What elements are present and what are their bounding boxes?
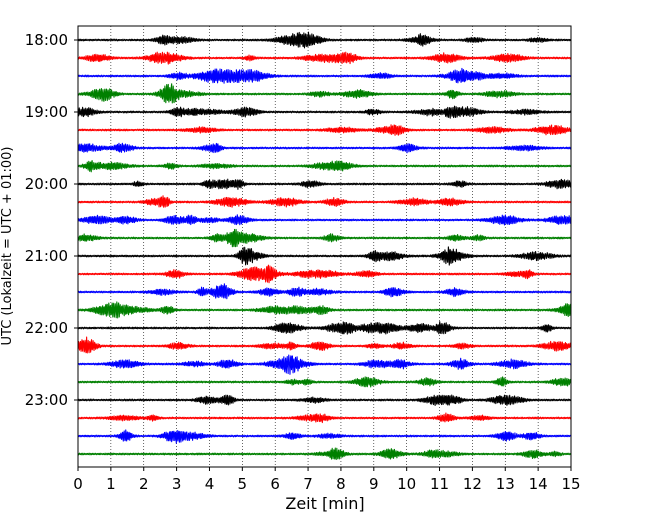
x-tick-label: 6 — [270, 475, 280, 493]
x-tick-label: 11 — [430, 475, 449, 493]
trace-1815 — [77, 51, 572, 65]
trace-2345 — [77, 447, 572, 460]
trace-2330 — [77, 429, 572, 444]
trace-1900 — [77, 105, 572, 119]
y-tick-label: 22:00 — [25, 319, 68, 337]
x-tick-label: 9 — [369, 475, 379, 493]
x-tick-label: 15 — [561, 475, 580, 493]
x-tick-label: 3 — [172, 475, 182, 493]
y-tick-label: 20:00 — [25, 175, 68, 193]
trace-2245 — [77, 376, 572, 388]
x-tick-label: 0 — [73, 475, 83, 493]
x-axis: 0 1 2 3 4 5 6 7 8 9 10 11 12 13 14 15 — [73, 467, 581, 493]
trace-2315 — [77, 412, 572, 424]
y-tick-label: 23:00 — [25, 391, 68, 409]
trace-2130 — [77, 283, 572, 300]
trace-1845 — [77, 83, 572, 104]
y-tick-label: 19:00 — [25, 103, 68, 121]
plot-frame — [77, 25, 572, 468]
trace-2215 — [77, 336, 572, 354]
x-tick-label: 2 — [139, 475, 149, 493]
trace-2000 — [77, 178, 572, 190]
trace-1945 — [77, 160, 572, 173]
y-tick-label: 21:00 — [25, 247, 68, 265]
trace-1915 — [77, 124, 572, 136]
x-tick-label: 8 — [336, 475, 346, 493]
x-tick-label: 13 — [496, 475, 515, 493]
x-tick-label: 5 — [238, 475, 248, 493]
x-tick-label: 4 — [205, 475, 215, 493]
y-tick-label: 18:00 — [25, 31, 68, 49]
x-tick-label: 10 — [397, 475, 416, 493]
trace-2200 — [77, 321, 572, 335]
trace-2030 — [77, 214, 572, 226]
trace-1830 — [77, 67, 572, 84]
x-tick-label: 1 — [106, 475, 116, 493]
trace-1800 — [77, 31, 572, 49]
trace-2015 — [77, 195, 572, 208]
trace-2230 — [77, 354, 572, 375]
trace-2145 — [77, 301, 572, 319]
trace-2115 — [77, 264, 572, 284]
trace-2300 — [77, 394, 572, 407]
trace-2100 — [77, 246, 572, 266]
seismogram-traces — [77, 31, 572, 460]
x-tick-label: 12 — [463, 475, 482, 493]
x-tick-label: 7 — [303, 475, 313, 493]
trace-2045 — [77, 228, 572, 248]
x-tick-label: 14 — [529, 475, 548, 493]
trace-1930 — [77, 142, 572, 154]
y-axis: 18:00 19:00 20:00 21:00 22:00 23:00 — [25, 31, 78, 409]
y-axis-label: UTC (Lokalzeit = UTC + 01:00) — [0, 147, 15, 346]
x-axis-label: Zeit [min] — [285, 494, 364, 513]
